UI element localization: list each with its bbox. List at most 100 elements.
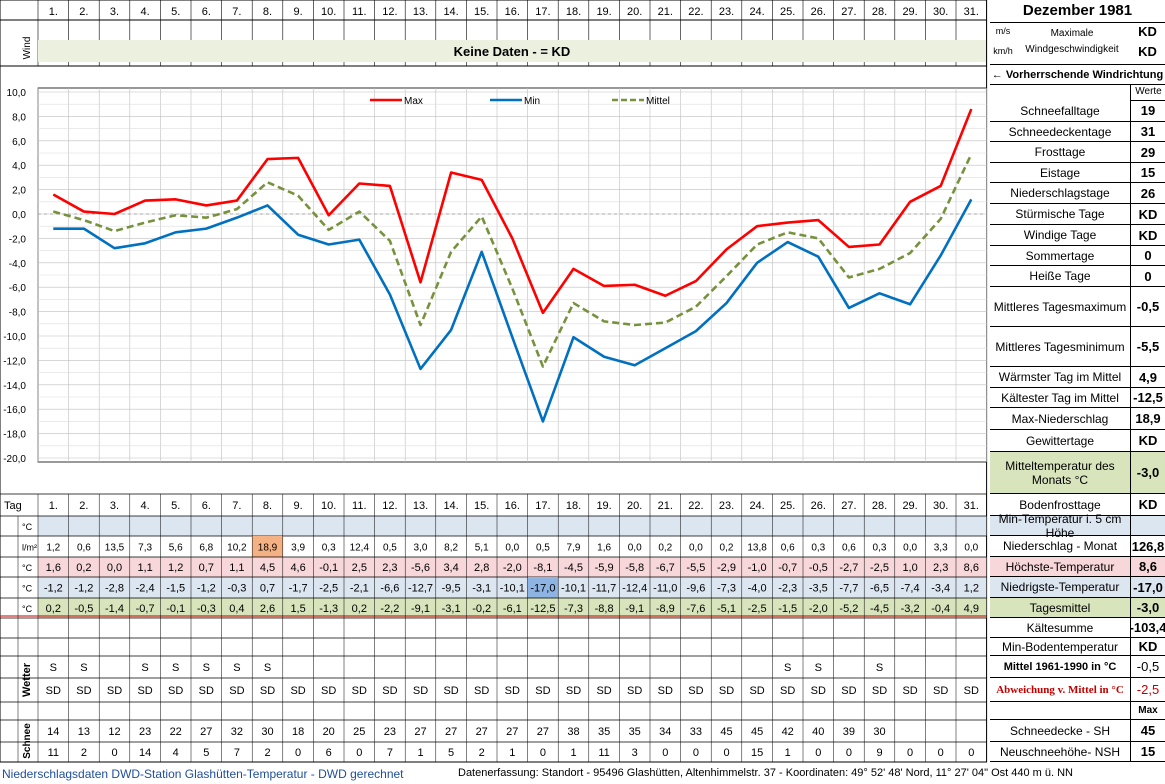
cell-weather_sd: SD (137, 685, 152, 697)
cell-snow_depth: 23 (139, 726, 151, 738)
y-tick-label: -12,0 (3, 356, 26, 367)
stat-label: Heiße Tage (1029, 269, 1091, 283)
no-data-bar (38, 40, 986, 62)
stat-label: Windige Tage (1023, 228, 1097, 242)
stat-schneedeckentage: Schneedeckentage 31 (990, 122, 1165, 142)
cell-precipitation: 3,3 (934, 543, 948, 554)
cell-weather_s: S (141, 662, 148, 674)
cell-weather_s: S (784, 662, 791, 674)
cell-mean_temp: -0,7 (136, 603, 155, 615)
cell-min_temp: -7,4 (901, 583, 920, 595)
schnee-label: Schnee (22, 723, 33, 759)
day-header: 20. (627, 6, 642, 18)
stat-kaeltesumme: Kältesumme -103,4 (990, 618, 1165, 638)
cell-max_temp: 1,6 (46, 562, 61, 574)
cell-max_temp: -2,7 (839, 562, 858, 574)
cell-mean_temp: -1,4 (105, 603, 124, 615)
cell-snow_depth: 40 (812, 726, 824, 738)
cell-days: 29. (902, 500, 917, 512)
cell-new_snow: 1 (785, 747, 791, 759)
cell-precipitation: 5,1 (475, 543, 489, 554)
stat-value: KD (1130, 204, 1165, 224)
cell-weather_sd: SD (76, 685, 91, 697)
cell-days: 15. (474, 500, 489, 512)
max-wind-kmh: KD (1138, 44, 1157, 59)
stat-label: Max-Niederschlag (1011, 411, 1109, 426)
unit-kmh: km/h (993, 46, 1013, 56)
cell-snow_depth: 33 (690, 726, 702, 738)
cell-snow_depth: 13 (78, 726, 90, 738)
cell-weather_sd: SD (382, 685, 397, 697)
cell-mean_temp: -0,4 (931, 603, 950, 615)
cell-min_temp: 1,2 (964, 583, 979, 595)
stat-value (1130, 516, 1165, 535)
y-tick-label: -4,0 (9, 259, 27, 270)
wind-label: Wind (22, 37, 33, 60)
stat-frosttage: Frosttage 29 (990, 142, 1165, 163)
cell-snow_depth: 32 (231, 726, 243, 738)
cell-min_temp: -10,1 (561, 583, 586, 595)
cell-precipitation: 13,5 (105, 543, 125, 554)
stat-value: 4,9 (1130, 367, 1165, 387)
cell-mean_temp: -2,0 (809, 603, 828, 615)
stat-label: Abweichung v. Mittel in °C (996, 683, 1124, 696)
cell-max_temp: 8,6 (964, 562, 979, 574)
statistics-panel: Dezember 1981 m/s km/h Maximale Windgesc… (990, 0, 1165, 784)
stat-neuschnee: Neuschneehöhe- NSH 15 (990, 742, 1165, 762)
stat-value: -103,4 (1129, 618, 1165, 637)
cell-weather_sd: SD (780, 685, 795, 697)
data-table: 1. 2. 3. 4. 5. 6. 7. 8. 9. 10. 11. 12. 13. 14. 15. 16. 1… (0, 493, 987, 763)
stat-gewitter: Gewittertage KD (990, 430, 1165, 452)
y-tick-label: 8,0 (12, 112, 26, 123)
unit-label: °C (22, 604, 33, 614)
cell-snow_depth: 45 (720, 726, 732, 738)
cell-days: 31. (964, 500, 979, 512)
cell-min_temp: -2,1 (350, 583, 369, 595)
cell-days: 17. (535, 500, 550, 512)
stat-schneefalltage: Schneefalltage 19 (990, 100, 1165, 122)
day-header: 31. (964, 6, 979, 18)
cell-precipitation: 5,6 (169, 543, 183, 554)
max-wind-box: m/s km/h Maximale Windgeschwindigkeit KD… (990, 22, 1165, 65)
cell-precipitation: 3,9 (291, 543, 305, 554)
cell-weather_sd: SD (413, 685, 428, 697)
cell-weather_s: S (815, 662, 822, 674)
cell-snow_depth: 35 (598, 726, 610, 738)
y-tick-label: -14,0 (3, 381, 26, 392)
cell-precipitation: 0,3 (322, 543, 336, 554)
cell-days: 12. (382, 500, 397, 512)
cell-max_temp: -0,5 (809, 562, 828, 574)
cell-snow_depth: 30 (873, 726, 885, 738)
cell-mean_temp: 1,5 (290, 603, 305, 615)
day-header: 21. (658, 6, 673, 18)
cell-mean_temp: -9,1 (625, 603, 644, 615)
cell-weather_sd: SD (902, 685, 917, 697)
unit-label: °C (22, 522, 33, 532)
cell-weather_sd: SD (505, 685, 520, 697)
cell-precipitation: 0,3 (873, 543, 887, 554)
cell-days: 25. (780, 500, 795, 512)
cell-mean_temp: -7,3 (564, 603, 583, 615)
cell-max_temp: 2,3 (382, 562, 397, 574)
cell-min_temp: -6,6 (380, 583, 399, 595)
cell-weather_s: S (264, 662, 271, 674)
stat-value: 45 (1130, 720, 1165, 741)
stat-mittl_min: Mittleres Tagesminimum -5,5 (990, 327, 1165, 367)
cell-max_temp: -2,9 (717, 562, 736, 574)
cell-precipitation: 0,6 (77, 543, 91, 554)
cell-max_temp: -0,1 (319, 562, 338, 574)
cell-new_snow: 0 (907, 747, 913, 759)
cell-precipitation: 3,0 (414, 543, 428, 554)
cell-snow_depth: 27 (537, 726, 549, 738)
day-header: 8. (263, 6, 272, 18)
cell-mean_temp: -3,1 (442, 603, 461, 615)
cell-weather_sd: SD (688, 685, 703, 697)
wind-direction-label: ← Vorherrschende Windrichtung (990, 66, 1165, 85)
cell-snow_depth: 34 (659, 726, 671, 738)
stat-value: 15 (1130, 742, 1165, 761)
cell-days: 28. (872, 500, 887, 512)
stat-label: Stürmische Tage (1015, 207, 1105, 221)
plot-grid (37, 87, 987, 463)
stat-value: 31 (1130, 122, 1165, 141)
cell-precipitation: 1,2 (46, 543, 60, 554)
